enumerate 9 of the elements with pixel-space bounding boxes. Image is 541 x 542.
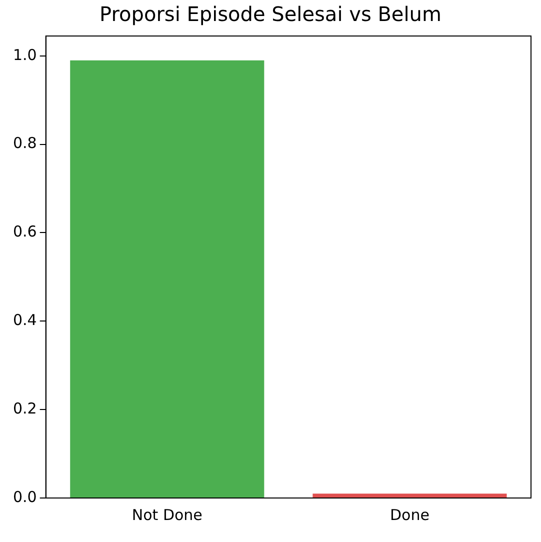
y-tick-label: 0.8 <box>12 134 37 152</box>
y-tick-label: 1.0 <box>12 46 37 64</box>
x-tick-label: Not Done <box>132 506 202 524</box>
y-tick-label: 0.4 <box>12 311 37 330</box>
y-tick-label: 0.6 <box>12 222 37 241</box>
y-tick-label: 0.2 <box>12 399 37 418</box>
y-tick-label: 0.0 <box>12 488 37 506</box>
x-tick-label: Done <box>390 506 430 524</box>
chart-title: Proporsi Episode Selesai vs Belum <box>100 2 442 26</box>
